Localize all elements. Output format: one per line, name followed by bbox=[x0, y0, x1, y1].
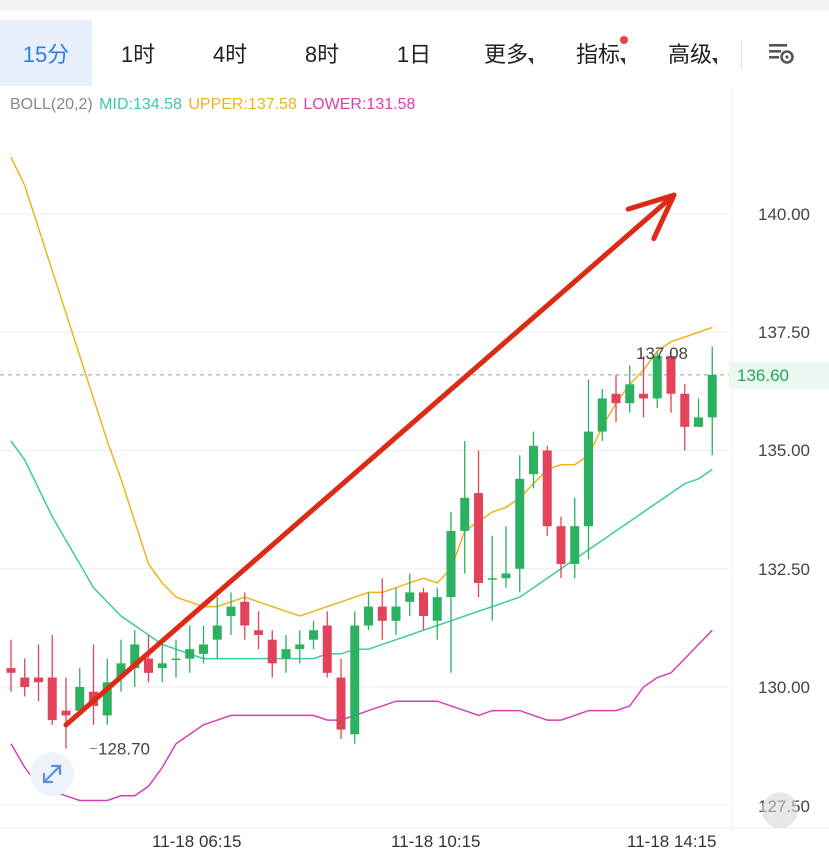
tab-label: 1日 bbox=[396, 42, 432, 67]
trend-arrow-head bbox=[625, 192, 677, 242]
candle-body bbox=[157, 663, 167, 669]
candle-body bbox=[542, 450, 552, 527]
boll-indicator-legend: BOLL(20,2) MID:134.58 UPPER:137.58 LOWER… bbox=[10, 96, 417, 114]
tab-1h[interactable]: 1时 bbox=[92, 20, 184, 86]
candle-body bbox=[212, 625, 222, 640]
candle-body bbox=[529, 445, 538, 475]
tab-1d[interactable]: 1日 bbox=[368, 20, 460, 86]
dropdown-triangle-icon bbox=[712, 58, 717, 65]
candle-body bbox=[130, 644, 140, 669]
candle-body bbox=[652, 355, 662, 399]
candle-body bbox=[597, 398, 607, 432]
candle-body bbox=[240, 601, 250, 626]
candle-body bbox=[20, 677, 30, 687]
candle-body bbox=[309, 630, 318, 640]
tab-4h[interactable]: 4时 bbox=[184, 20, 276, 86]
settings-icon[interactable] bbox=[760, 36, 800, 72]
candle-body bbox=[350, 625, 360, 735]
candle-body bbox=[446, 530, 456, 598]
candle-body bbox=[680, 393, 690, 427]
trend-arrow-shaft bbox=[63, 192, 677, 728]
tab-indicators[interactable]: 指标 bbox=[552, 20, 644, 86]
low-annotation: 128.70 bbox=[98, 739, 150, 758]
candle-body bbox=[611, 393, 621, 404]
candle-body bbox=[694, 417, 703, 427]
candle-body bbox=[432, 597, 442, 621]
candle-body bbox=[405, 592, 415, 602]
boll-lower-line bbox=[10, 629, 713, 802]
tab-label: 1时 bbox=[120, 42, 156, 67]
candle-body bbox=[391, 606, 401, 621]
candle-body bbox=[281, 649, 291, 659]
candle-body bbox=[377, 606, 387, 621]
candle-body bbox=[254, 630, 263, 635]
candle-body bbox=[6, 668, 16, 673]
boll-mid-value: MID:134.58 bbox=[99, 96, 182, 113]
expand-icon[interactable] bbox=[30, 752, 74, 796]
dropdown-triangle-icon bbox=[620, 58, 625, 65]
y-tick-label: 132.50 bbox=[758, 560, 810, 579]
candle-body bbox=[295, 644, 305, 650]
candle-body bbox=[185, 649, 195, 659]
y-tick-label: 137.50 bbox=[758, 323, 810, 342]
tab-label: 8时 bbox=[304, 42, 340, 67]
boll-mid-line bbox=[10, 440, 713, 660]
candle-body bbox=[116, 663, 126, 678]
notification-dot-icon bbox=[620, 36, 628, 44]
tab-advanced[interactable]: 高级 bbox=[644, 20, 736, 86]
tab-label: 更多 bbox=[483, 42, 528, 67]
dropdown-triangle-icon bbox=[528, 58, 533, 65]
tab-divider bbox=[741, 40, 742, 68]
x-tick-label: 11-18 10:15 bbox=[391, 832, 481, 851]
candle-body bbox=[336, 677, 346, 730]
candle-body bbox=[419, 592, 428, 617]
candle-body bbox=[487, 578, 497, 580]
scroll-latest-button[interactable] bbox=[762, 792, 798, 828]
candle-body bbox=[226, 606, 236, 617]
candle-body bbox=[501, 573, 511, 579]
candle-body bbox=[460, 497, 470, 531]
indicator-name: BOLL(20,2) bbox=[10, 96, 93, 113]
candle-body bbox=[584, 431, 593, 527]
candle-body bbox=[666, 355, 676, 394]
high-annotation: 137.08 bbox=[636, 344, 688, 363]
candle-body bbox=[34, 677, 43, 683]
top-strip bbox=[0, 0, 829, 10]
candle-body bbox=[364, 606, 373, 626]
tab-8h[interactable]: 8时 bbox=[276, 20, 368, 86]
tab-more[interactable]: 更多 bbox=[460, 20, 552, 86]
y-tick-label: 135.00 bbox=[758, 441, 810, 460]
candle-body bbox=[102, 682, 112, 716]
candle-body bbox=[707, 374, 717, 418]
boll-lower-value: LOWER:131.58 bbox=[303, 96, 416, 113]
tab-label: 指标 bbox=[575, 42, 620, 67]
candle-body bbox=[474, 493, 483, 583]
tab-label: 15分 bbox=[22, 42, 70, 67]
x-tick-label: 11-18 06:15 bbox=[152, 832, 242, 851]
tab-label: 4时 bbox=[212, 42, 248, 67]
x-tick-label: 11-18 14:15 bbox=[627, 832, 717, 851]
candle-body bbox=[171, 658, 181, 661]
candle-body bbox=[625, 384, 635, 404]
boll-upper-line bbox=[10, 156, 713, 617]
boll-upper-value: UPPER:137.58 bbox=[188, 96, 297, 113]
tab-label: 高级 bbox=[667, 42, 712, 67]
candle-body bbox=[61, 710, 71, 716]
candle-body bbox=[570, 526, 580, 565]
candle-body bbox=[47, 677, 57, 721]
candle-body bbox=[515, 478, 525, 569]
y-tick-label: 130.00 bbox=[758, 678, 810, 697]
candle-body bbox=[144, 658, 153, 673]
current-price-tag: 136.60 bbox=[729, 362, 829, 389]
tab-15min[interactable]: 15分 bbox=[0, 20, 92, 86]
candle-body bbox=[199, 644, 208, 654]
candle-body bbox=[75, 687, 85, 711]
candle-body bbox=[639, 393, 648, 399]
candle-body bbox=[267, 639, 277, 664]
candle-body bbox=[322, 625, 332, 673]
timeframe-tabbar: 15分 1时 4时 8时 1日 更多 指标 高级 bbox=[0, 20, 829, 86]
y-tick-label: 140.00 bbox=[758, 205, 810, 224]
candle-body bbox=[556, 526, 566, 565]
